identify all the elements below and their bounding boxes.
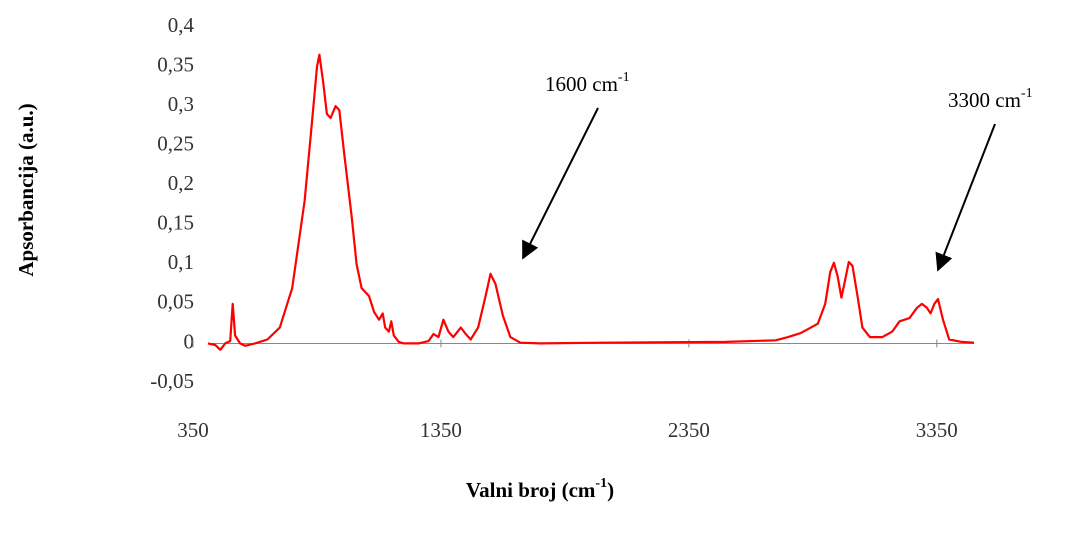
y-tick-label: -0,05 [150,369,194,393]
y-tick-label: 0,3 [168,92,194,116]
annotation: 1600 cm-1 [545,70,630,96]
y-tick-label: 0,1 [168,250,194,274]
y-tick-label: 0,2 [168,171,194,195]
arrow [522,107,599,260]
y-tick-label: 0,4 [168,13,195,37]
y-tick-label: 0,35 [157,52,194,76]
y-axis-label: Apsorbancija (a.u.) [14,103,38,276]
x-tick-label: 350 [177,418,209,442]
annotation: 3300 cm-1 [948,86,1033,112]
y-tick-label: 0,25 [157,131,194,155]
y-tick-label: 0 [184,329,195,353]
y-tick-label: 0,05 [157,290,194,314]
y-tick-label: 0,15 [157,211,194,235]
x-tick-label: 3350 [916,418,958,442]
arrow [935,123,996,272]
x-tick-label: 1350 [420,418,462,442]
x-tick-label: 2350 [668,418,710,442]
x-axis-label: Valni broj (cm-1) [466,476,614,502]
spectrum-line [207,53,975,351]
